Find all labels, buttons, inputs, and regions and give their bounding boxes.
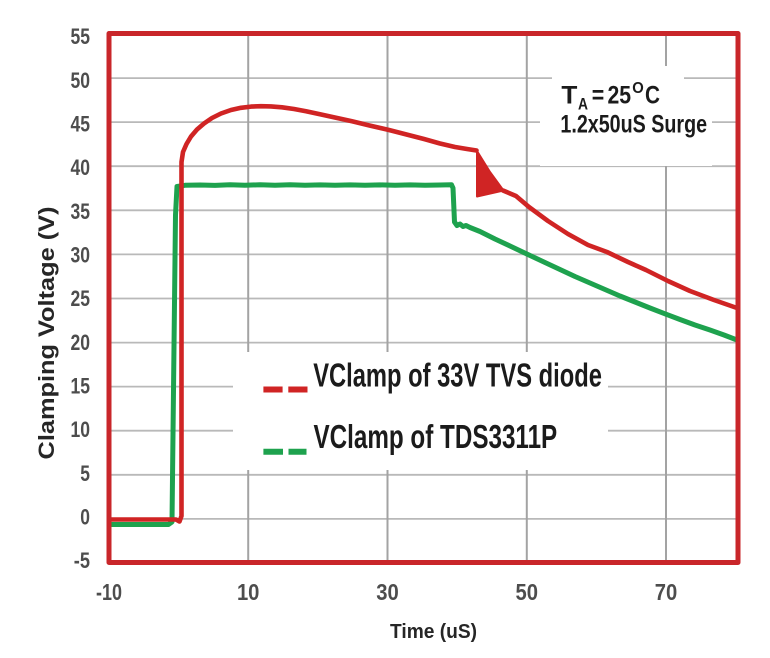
- svg-text:25: 25: [608, 82, 632, 110]
- svg-text:Clamping Voltage (V): Clamping Voltage (V): [34, 207, 59, 460]
- svg-text:A: A: [578, 95, 588, 114]
- svg-text:70: 70: [655, 579, 678, 605]
- svg-text:T: T: [561, 82, 577, 110]
- svg-text:-5: -5: [74, 548, 90, 573]
- svg-text:VClamp of 33V TVS diode: VClamp of 33V TVS diode: [313, 357, 602, 394]
- svg-text:VClamp of TDS3311P: VClamp of TDS3311P: [314, 418, 558, 455]
- svg-text:50: 50: [71, 68, 91, 93]
- svg-text:1.2x50uS Surge: 1.2x50uS Surge: [560, 111, 707, 139]
- svg-text:10: 10: [237, 579, 260, 605]
- svg-text:C: C: [645, 82, 660, 110]
- svg-text:20: 20: [71, 330, 91, 355]
- svg-text:30: 30: [376, 579, 399, 605]
- svg-text:0: 0: [80, 505, 90, 530]
- svg-text:5: 5: [80, 461, 90, 486]
- svg-text:45: 45: [71, 112, 91, 137]
- svg-text:Time (uS): Time (uS): [390, 621, 477, 643]
- svg-text:O: O: [632, 80, 644, 97]
- svg-text:35: 35: [71, 199, 91, 224]
- svg-text:55: 55: [71, 24, 91, 49]
- svg-text:30: 30: [71, 243, 91, 268]
- svg-text:40: 40: [71, 155, 91, 180]
- svg-text:25: 25: [71, 286, 91, 311]
- svg-text:50: 50: [516, 579, 539, 605]
- svg-text:15: 15: [71, 374, 91, 399]
- svg-text:10: 10: [71, 417, 91, 442]
- svg-text:=: =: [592, 82, 605, 110]
- svg-text:-10: -10: [96, 579, 122, 605]
